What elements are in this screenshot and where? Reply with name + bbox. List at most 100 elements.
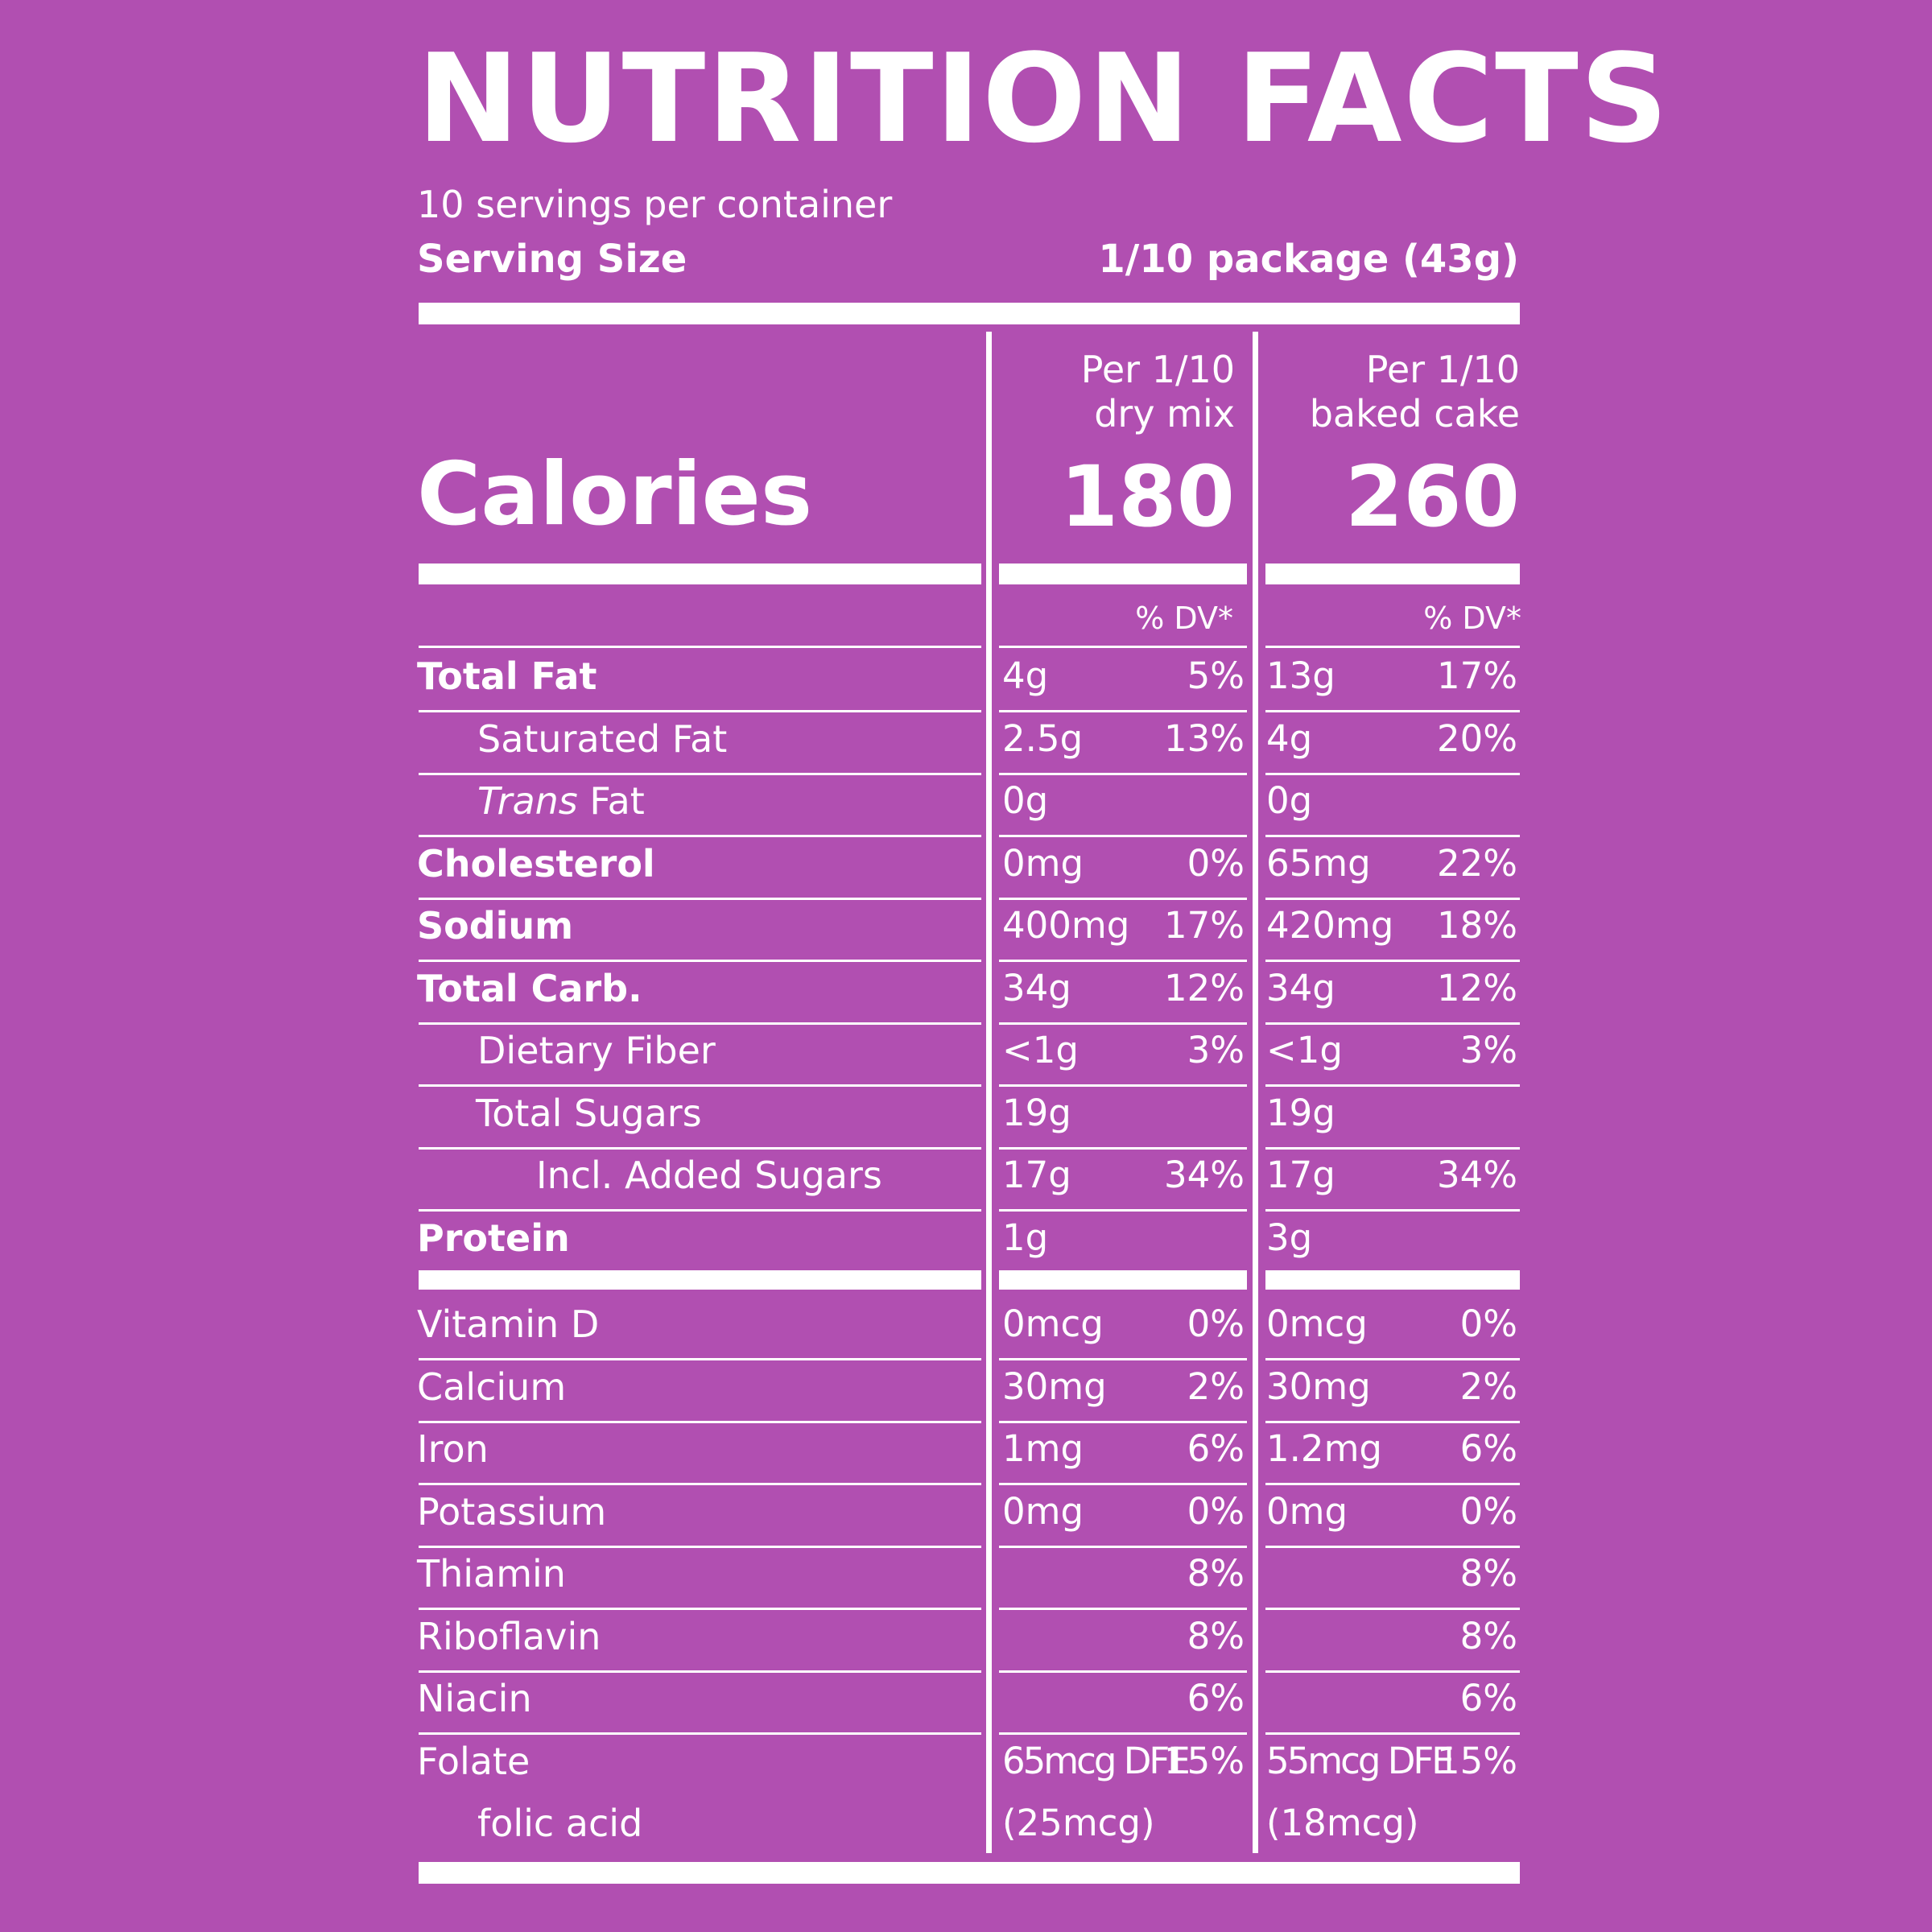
row-separator-cake: [1265, 1670, 1520, 1673]
nutrient-label: Niacin: [417, 1677, 532, 1720]
row-separator-cake: [1265, 1483, 1520, 1485]
row-separator-label: [419, 960, 981, 962]
baked-cake-dv: 3%: [1459, 1029, 1517, 1071]
row-separator-label: [419, 710, 981, 712]
table-row: Total Sugars 19g 19g: [417, 1091, 1521, 1136]
dry-mix-dv: 0%: [1187, 841, 1245, 885]
row-separator-mix: [999, 1732, 1247, 1735]
calories-divider-bar-label: [419, 564, 981, 584]
baked-cake-amount: 0mg: [1266, 1489, 1348, 1533]
baked-cake-amount: 1.2mg: [1266, 1427, 1382, 1470]
dry-mix-amount: 2.5g: [1002, 716, 1084, 760]
baked-cake-dv: 20%: [1436, 716, 1517, 760]
row-separator-top-label: [419, 646, 981, 648]
baked-cake-amount: 30mg: [1266, 1364, 1371, 1408]
row-separator-label: [419, 1420, 981, 1423]
nutrient-label: Total Sugars: [476, 1091, 702, 1135]
nutrient-label: folic acid: [477, 1802, 643, 1845]
baked-cake-amount: 19g: [1266, 1091, 1335, 1134]
dry-mix-amount: 34g: [1002, 966, 1071, 1009]
nutrient-label: Riboflavin: [417, 1614, 601, 1658]
row-separator-cake: [1265, 1084, 1520, 1087]
row-separator-cake: [1265, 1608, 1520, 1610]
dry-mix-amount: 0mg: [1002, 841, 1084, 885]
dry-mix-dv-header: % DV*: [1135, 601, 1233, 636]
row-separator-label: [419, 1209, 981, 1212]
dry-mix-dv: 5%: [1187, 654, 1245, 697]
table-row: Incl. Added Sugars 17g 34% 17g 34%: [417, 1153, 1521, 1198]
nutrient-label: Potassium: [417, 1489, 607, 1534]
baked-cake-calories: 260: [1344, 448, 1520, 546]
row-separator-cake: [1265, 1022, 1520, 1025]
calories-divider-bar-cake: [1265, 564, 1520, 584]
dry-mix-dv: 6%: [1187, 1677, 1245, 1719]
baked-cake-amount: (18mcg): [1266, 1802, 1419, 1844]
dry-mix-header-line1: Per 1/10: [1080, 348, 1235, 391]
row-separator-mix: [999, 960, 1247, 962]
nutrient-label: Calcium: [417, 1364, 567, 1409]
row-separator-mix: [999, 1209, 1247, 1212]
row-separator-label: [419, 1146, 981, 1150]
row-separator-cake: [1265, 772, 1520, 775]
protein-divider-bar-cake: [1265, 1270, 1520, 1290]
baked-cake-amount: 34g: [1266, 966, 1335, 1009]
baked-cake-amount: <1g: [1266, 1029, 1343, 1071]
row-separator-mix: [999, 1146, 1247, 1150]
row-separator-label: [419, 1670, 981, 1673]
nutrient-label: Folate: [417, 1739, 530, 1783]
row-separator-label: [419, 835, 981, 837]
row-separator-label: [419, 1732, 981, 1735]
nutrient-label-rest: Fat: [577, 779, 645, 823]
calories-label: Calories: [417, 444, 813, 545]
header-divider-bar: [419, 303, 1520, 324]
dry-mix-amount: 4g: [1002, 654, 1049, 697]
row-separator-label: [419, 1608, 981, 1610]
row-separator-label: [419, 1483, 981, 1485]
serving-size-label: Serving Size: [417, 237, 687, 282]
dry-mix-dv: 6%: [1187, 1427, 1245, 1470]
row-separator-label: [419, 897, 981, 900]
serving-size-value: 1/10 package (43g): [1098, 237, 1519, 282]
dry-mix-dv: 3%: [1187, 1029, 1245, 1071]
table-row: Protein 1g 3g: [417, 1216, 1521, 1261]
nutrient-label: Sodium: [417, 904, 574, 947]
dry-mix-dv: 12%: [1163, 966, 1245, 1009]
table-row: Calcium 30mg 2% 30mg 2%: [417, 1364, 1521, 1410]
row-separator-cake: [1265, 960, 1520, 962]
baked-cake-dv: 17%: [1436, 654, 1517, 697]
row-separator-cake: [1265, 835, 1520, 837]
baked-cake-dv: 0%: [1459, 1302, 1517, 1345]
dry-mix-dv: 0%: [1187, 1302, 1245, 1345]
table-row: Niacin 6% 6%: [417, 1676, 1521, 1721]
baked-cake-amount: 17g: [1266, 1154, 1335, 1196]
dry-mix-dv: 2%: [1187, 1364, 1245, 1408]
table-row: Trans Fat 0g 0g: [417, 778, 1521, 824]
dry-mix-amount: 0g: [1002, 779, 1049, 822]
column-divider-left: [986, 332, 992, 1853]
baked-cake-dv: 18%: [1436, 904, 1517, 947]
nutrient-label-italic: Trans: [477, 779, 578, 823]
dry-mix-amount: <1g: [1002, 1029, 1079, 1071]
dry-mix-calories: 180: [1059, 448, 1235, 546]
nutrient-label: Protein: [417, 1216, 570, 1260]
row-separator-mix: [999, 1483, 1247, 1485]
row-separator-label: [419, 1084, 981, 1087]
column-divider-right: [1253, 332, 1258, 1853]
baked-cake-dv: 2%: [1459, 1364, 1517, 1408]
dry-mix-header-line2: dry mix: [1094, 392, 1235, 436]
row-separator-cake: [1265, 897, 1520, 900]
row-separator-mix: [999, 897, 1247, 900]
row-separator-cake: [1265, 710, 1520, 712]
dry-mix-amount: 0mcg: [1002, 1302, 1104, 1345]
dry-mix-amount: 400mg: [1002, 904, 1130, 947]
row-separator-mix: [999, 1358, 1247, 1360]
row-separator-mix: [999, 710, 1247, 712]
baked-cake-amount: 420mg: [1266, 904, 1394, 947]
servings-per-container: 10 servings per container: [417, 183, 893, 226]
protein-divider-bar-mix: [999, 1270, 1247, 1290]
table-row: Sodium 400mg 17% 420mg 18%: [417, 903, 1521, 948]
baked-cake-dv: 8%: [1459, 1614, 1517, 1657]
baked-cake-header-line1: Per 1/10: [1365, 348, 1520, 391]
table-row: Total Carb. 34g 12% 34g 12%: [417, 966, 1521, 1011]
row-separator-mix: [999, 1420, 1247, 1423]
